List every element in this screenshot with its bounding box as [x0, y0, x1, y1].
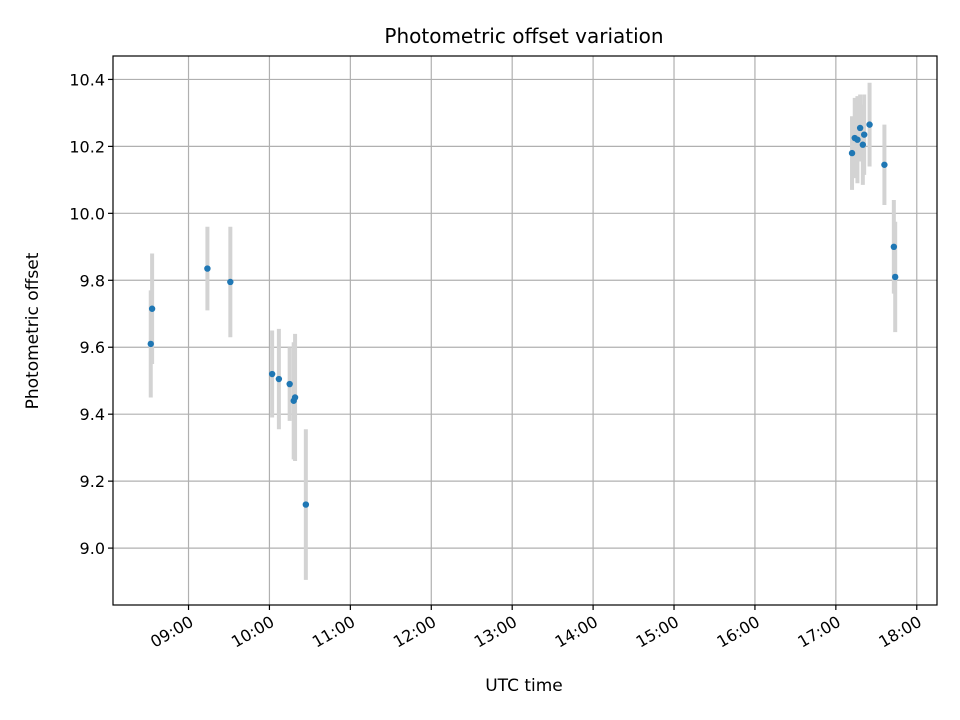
- data-point: [856, 124, 864, 132]
- y-axis-title: Photometric offset: [23, 252, 43, 409]
- data-point: [860, 131, 868, 138]
- error-bars: [148, 82, 898, 580]
- data-point: [848, 149, 856, 157]
- x-tick-label: 18:00: [875, 612, 924, 652]
- data-points: [147, 121, 899, 508]
- y-tick-label: 9.2: [80, 472, 105, 491]
- data-point: [881, 161, 888, 168]
- x-tick-label: 15:00: [633, 612, 682, 652]
- data-point: [890, 243, 898, 251]
- x-tick-label: 16:00: [714, 612, 763, 652]
- plot-frame: [112, 55, 938, 606]
- y-tick-label: 9.4: [80, 405, 105, 424]
- y-tick-label: 9.8: [80, 271, 105, 290]
- y-tick-label: 10.4: [69, 70, 105, 89]
- y-tick-label: 9.6: [80, 338, 105, 357]
- x-tick-label: 17:00: [794, 612, 843, 652]
- x-tick-label: 09:00: [147, 612, 196, 652]
- y-tick-label: 10.2: [69, 137, 105, 156]
- data-point: [148, 305, 156, 312]
- x-axis: 09:00 10:00 11:00 12:00 13:00 14:00 15:00 16:00…: [147, 605, 925, 652]
- data-point: [286, 380, 293, 388]
- x-tick-label: 14:00: [552, 612, 601, 652]
- data-point: [859, 141, 867, 148]
- x-tick-label: 12:00: [390, 612, 439, 652]
- data-point: [147, 340, 154, 348]
- data-point: [866, 121, 873, 128]
- data-point: [854, 136, 861, 143]
- data-point: [275, 375, 283, 383]
- x-tick-label: 13:00: [471, 612, 520, 652]
- data-point: [227, 278, 234, 286]
- data-point: [291, 394, 299, 401]
- x-axis-title: UTC time: [485, 676, 563, 696]
- x-tick-label: 11:00: [309, 612, 358, 652]
- y-axis: 9.0 9.2 9.4 9.6 9.8 10.0 10.2 10.4: [69, 70, 113, 558]
- grid: [113, 56, 937, 605]
- y-tick-label: 10.0: [69, 204, 105, 223]
- data-point: [204, 265, 211, 272]
- data-point: [891, 273, 899, 281]
- data-point: [268, 370, 276, 378]
- data-point: [302, 501, 310, 508]
- y-tick-label: 9.0: [80, 539, 105, 558]
- x-tick-label: 10:00: [228, 612, 277, 652]
- chart-title: Photometric offset variation: [384, 24, 663, 48]
